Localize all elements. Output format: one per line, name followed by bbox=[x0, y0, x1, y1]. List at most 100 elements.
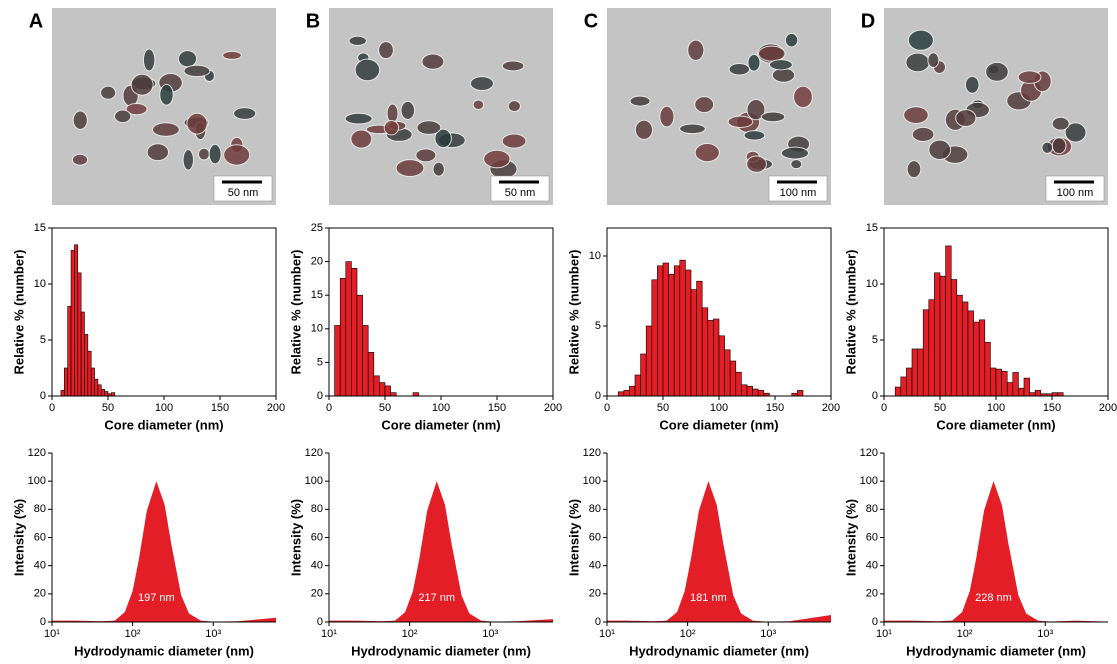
y-axis-label: Relative % (number) bbox=[288, 250, 303, 375]
bar bbox=[934, 272, 941, 397]
bar bbox=[80, 311, 85, 397]
particle bbox=[395, 159, 425, 178]
particle bbox=[1051, 137, 1067, 155]
y-tick-label: 80 bbox=[589, 503, 601, 515]
y-tick-label: 0 bbox=[872, 616, 878, 628]
scale-bar-label: 50 nm bbox=[228, 187, 259, 199]
bar bbox=[617, 391, 625, 397]
bar bbox=[1023, 377, 1030, 397]
bar bbox=[1034, 390, 1042, 397]
y-tick-label: 20 bbox=[866, 588, 878, 600]
particle bbox=[501, 60, 525, 72]
panel-label: D bbox=[861, 10, 875, 32]
x-tick-label: 10² bbox=[402, 628, 418, 640]
x-tick-label: 10² bbox=[957, 628, 973, 640]
particle bbox=[142, 48, 156, 72]
y-tick-label: 15 bbox=[866, 222, 878, 234]
x-tick-label: 10³ bbox=[1037, 628, 1053, 640]
y-axis-label: Intensity (%) bbox=[11, 499, 26, 576]
particle bbox=[159, 83, 174, 106]
particle bbox=[72, 110, 88, 130]
bar bbox=[939, 275, 946, 397]
particle bbox=[130, 73, 154, 96]
y-tick-label: 80 bbox=[866, 503, 878, 515]
area bbox=[52, 481, 276, 622]
x-tick-label: 150 bbox=[488, 402, 506, 414]
x-tick-label: 150 bbox=[766, 402, 784, 414]
x-tick-label: 10³ bbox=[482, 628, 498, 640]
bar bbox=[945, 245, 952, 397]
particle bbox=[434, 128, 452, 149]
bar bbox=[995, 368, 1002, 397]
bar bbox=[64, 367, 68, 397]
particle bbox=[927, 52, 940, 68]
scale-bar-box bbox=[768, 175, 828, 202]
bar bbox=[1006, 382, 1014, 397]
particle bbox=[907, 29, 934, 51]
particle bbox=[100, 85, 117, 100]
bar bbox=[74, 244, 79, 397]
bar bbox=[104, 391, 109, 397]
y-tick-label: 5 bbox=[595, 320, 601, 332]
y-tick-label: 100 bbox=[305, 475, 323, 487]
area bbox=[884, 481, 1108, 622]
y-axis-label: Intensity (%) bbox=[288, 499, 303, 576]
bar bbox=[629, 385, 636, 397]
x-tick-label: 10¹ bbox=[321, 628, 337, 640]
bar bbox=[662, 262, 669, 397]
bar bbox=[390, 392, 397, 397]
y-tick-label: 120 bbox=[305, 447, 323, 459]
particle bbox=[125, 102, 148, 116]
particle bbox=[793, 85, 813, 109]
particle bbox=[501, 133, 527, 149]
bar bbox=[1051, 392, 1058, 397]
bar bbox=[373, 375, 380, 397]
bar bbox=[701, 307, 709, 397]
particle bbox=[223, 144, 251, 166]
x-tick-label: 50 bbox=[379, 402, 391, 414]
y-tick-label: 5 bbox=[872, 334, 878, 346]
scale-bar-label: 100 nm bbox=[780, 187, 817, 199]
y-tick-label: 0 bbox=[595, 616, 601, 628]
y-tick-label: 40 bbox=[589, 560, 601, 572]
bar bbox=[707, 320, 714, 397]
particle bbox=[432, 161, 445, 177]
particle bbox=[790, 159, 803, 170]
y-tick-label: 5 bbox=[317, 356, 323, 368]
particle bbox=[421, 53, 445, 70]
y-tick-label: 20 bbox=[34, 588, 46, 600]
y-tick-label: 15 bbox=[311, 289, 323, 301]
bar bbox=[1001, 371, 1008, 397]
x-tick-label: 0 bbox=[881, 402, 887, 414]
particle bbox=[746, 99, 766, 121]
bar bbox=[950, 279, 958, 397]
bar bbox=[70, 250, 75, 397]
bar bbox=[356, 294, 363, 397]
scale-bar-box bbox=[213, 175, 273, 202]
x-tick-label: 0 bbox=[49, 402, 55, 414]
bar bbox=[1018, 387, 1025, 397]
bar bbox=[60, 390, 65, 397]
x-axis-label: Core diameter (nm) bbox=[936, 417, 1055, 432]
particle bbox=[469, 76, 494, 92]
x-tick-label: 100 bbox=[155, 402, 173, 414]
bar bbox=[645, 325, 653, 397]
bar bbox=[973, 321, 980, 397]
x-tick-label: 100 bbox=[432, 402, 450, 414]
particle bbox=[728, 62, 750, 76]
x-axis-label: Core diameter (nm) bbox=[381, 417, 500, 432]
bar bbox=[962, 301, 969, 397]
bar bbox=[100, 388, 105, 397]
annotation: 197 nm bbox=[138, 592, 175, 604]
particle bbox=[629, 95, 651, 107]
y-tick-label: 20 bbox=[311, 588, 323, 600]
particle bbox=[151, 122, 180, 137]
y-tick-label: 10 bbox=[866, 278, 878, 290]
y-axis-label: Intensity (%) bbox=[843, 499, 858, 576]
y-tick-label: 100 bbox=[583, 475, 601, 487]
particle bbox=[383, 120, 400, 136]
y-tick-label: 60 bbox=[866, 531, 878, 543]
bar bbox=[978, 319, 986, 397]
bar bbox=[797, 390, 804, 397]
y-tick-label: 15 bbox=[34, 222, 46, 234]
